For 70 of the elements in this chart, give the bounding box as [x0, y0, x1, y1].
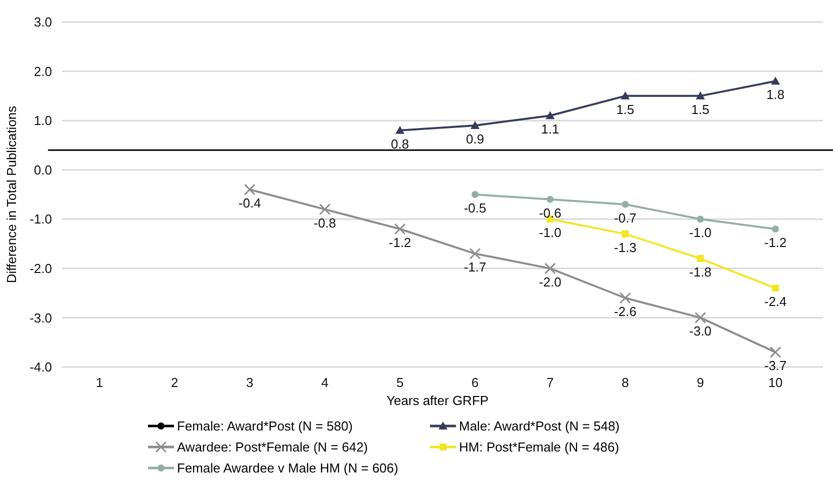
data-label: -1.2 — [764, 235, 787, 250]
point — [696, 255, 704, 262]
y-tick-label: -2.0 — [30, 260, 52, 276]
x-tick-label: 3 — [246, 375, 254, 390]
point — [622, 230, 629, 238]
legend-label: Male: Award*Post (N = 548) — [459, 418, 620, 434]
point — [772, 284, 779, 292]
y-tick-label: 1.0 — [34, 113, 52, 128]
y-tick-label: 0.0 — [34, 162, 52, 178]
x-tick-label: 7 — [546, 375, 554, 390]
data-label: -1.0 — [689, 225, 712, 240]
data-label: -3.7 — [764, 358, 787, 374]
data-label: -0.5 — [464, 200, 486, 216]
x-tick-label: 2 — [171, 375, 178, 390]
point — [546, 196, 554, 203]
point — [546, 111, 555, 120]
x-tick-label: 6 — [471, 375, 479, 390]
point — [244, 184, 256, 196]
y-tick-label: 3.0 — [34, 14, 52, 30]
data-label: -1.8 — [689, 264, 712, 280]
point — [544, 262, 556, 274]
x-tick-label: 1 — [96, 375, 104, 390]
data-label: 1.5 — [691, 102, 710, 117]
data-label: 1.8 — [766, 87, 784, 102]
legend-label: Female Awardee v Male HM (N = 606) — [177, 460, 398, 476]
point — [395, 126, 404, 134]
legend-label: Awardee: Post*Female (N = 642) — [177, 440, 368, 455]
point — [622, 200, 629, 208]
y-tick-label: -1.0 — [30, 212, 52, 227]
data-label: -2.4 — [764, 294, 787, 310]
y-tick-label: 2.0 — [34, 64, 52, 79]
point — [469, 248, 481, 260]
data-label: -3.0 — [689, 324, 712, 339]
data-label: 1.1 — [541, 122, 560, 137]
point — [770, 346, 782, 358]
point — [472, 191, 479, 198]
data-label: -2.6 — [614, 304, 636, 319]
legend-label: HM: Post*Female (N = 486) — [459, 440, 620, 455]
y-tick-label: -4.0 — [30, 360, 52, 375]
data-label: -0.8 — [314, 215, 336, 230]
point — [696, 216, 704, 223]
point — [694, 312, 706, 324]
data-label: -1.0 — [538, 225, 562, 240]
point — [772, 226, 779, 232]
point — [470, 121, 480, 129]
data-label: 1.5 — [616, 102, 634, 117]
point — [696, 91, 705, 100]
data-label: -1.3 — [614, 240, 636, 255]
x-tick-label: 8 — [622, 375, 629, 390]
point — [770, 76, 780, 85]
data-label: -0.7 — [614, 210, 636, 226]
data-label: 0.9 — [466, 132, 484, 146]
y-axis-title: Difference in Total Publications — [4, 105, 19, 284]
legend-label: Female: Award*Post (N = 580) — [177, 418, 353, 434]
x-tick-label: 9 — [696, 375, 704, 390]
data-label: -2.0 — [538, 274, 562, 290]
y-tick-label: -3.0 — [30, 310, 52, 326]
x-tick-label: 5 — [396, 375, 404, 390]
x-tick-label: 10 — [768, 375, 783, 390]
x-axis-title: Years after GRFP — [386, 393, 489, 408]
point — [394, 223, 406, 235]
point — [620, 91, 630, 100]
data-label: -1.7 — [464, 260, 486, 275]
data-label: -0.4 — [238, 196, 261, 211]
data-label: 0.8 — [390, 136, 409, 152]
data-label: -1.2 — [388, 235, 412, 250]
x-tick-label: 4 — [321, 375, 328, 390]
point — [319, 204, 331, 216]
point — [620, 292, 631, 304]
data-label: -0.6 — [538, 205, 562, 220]
